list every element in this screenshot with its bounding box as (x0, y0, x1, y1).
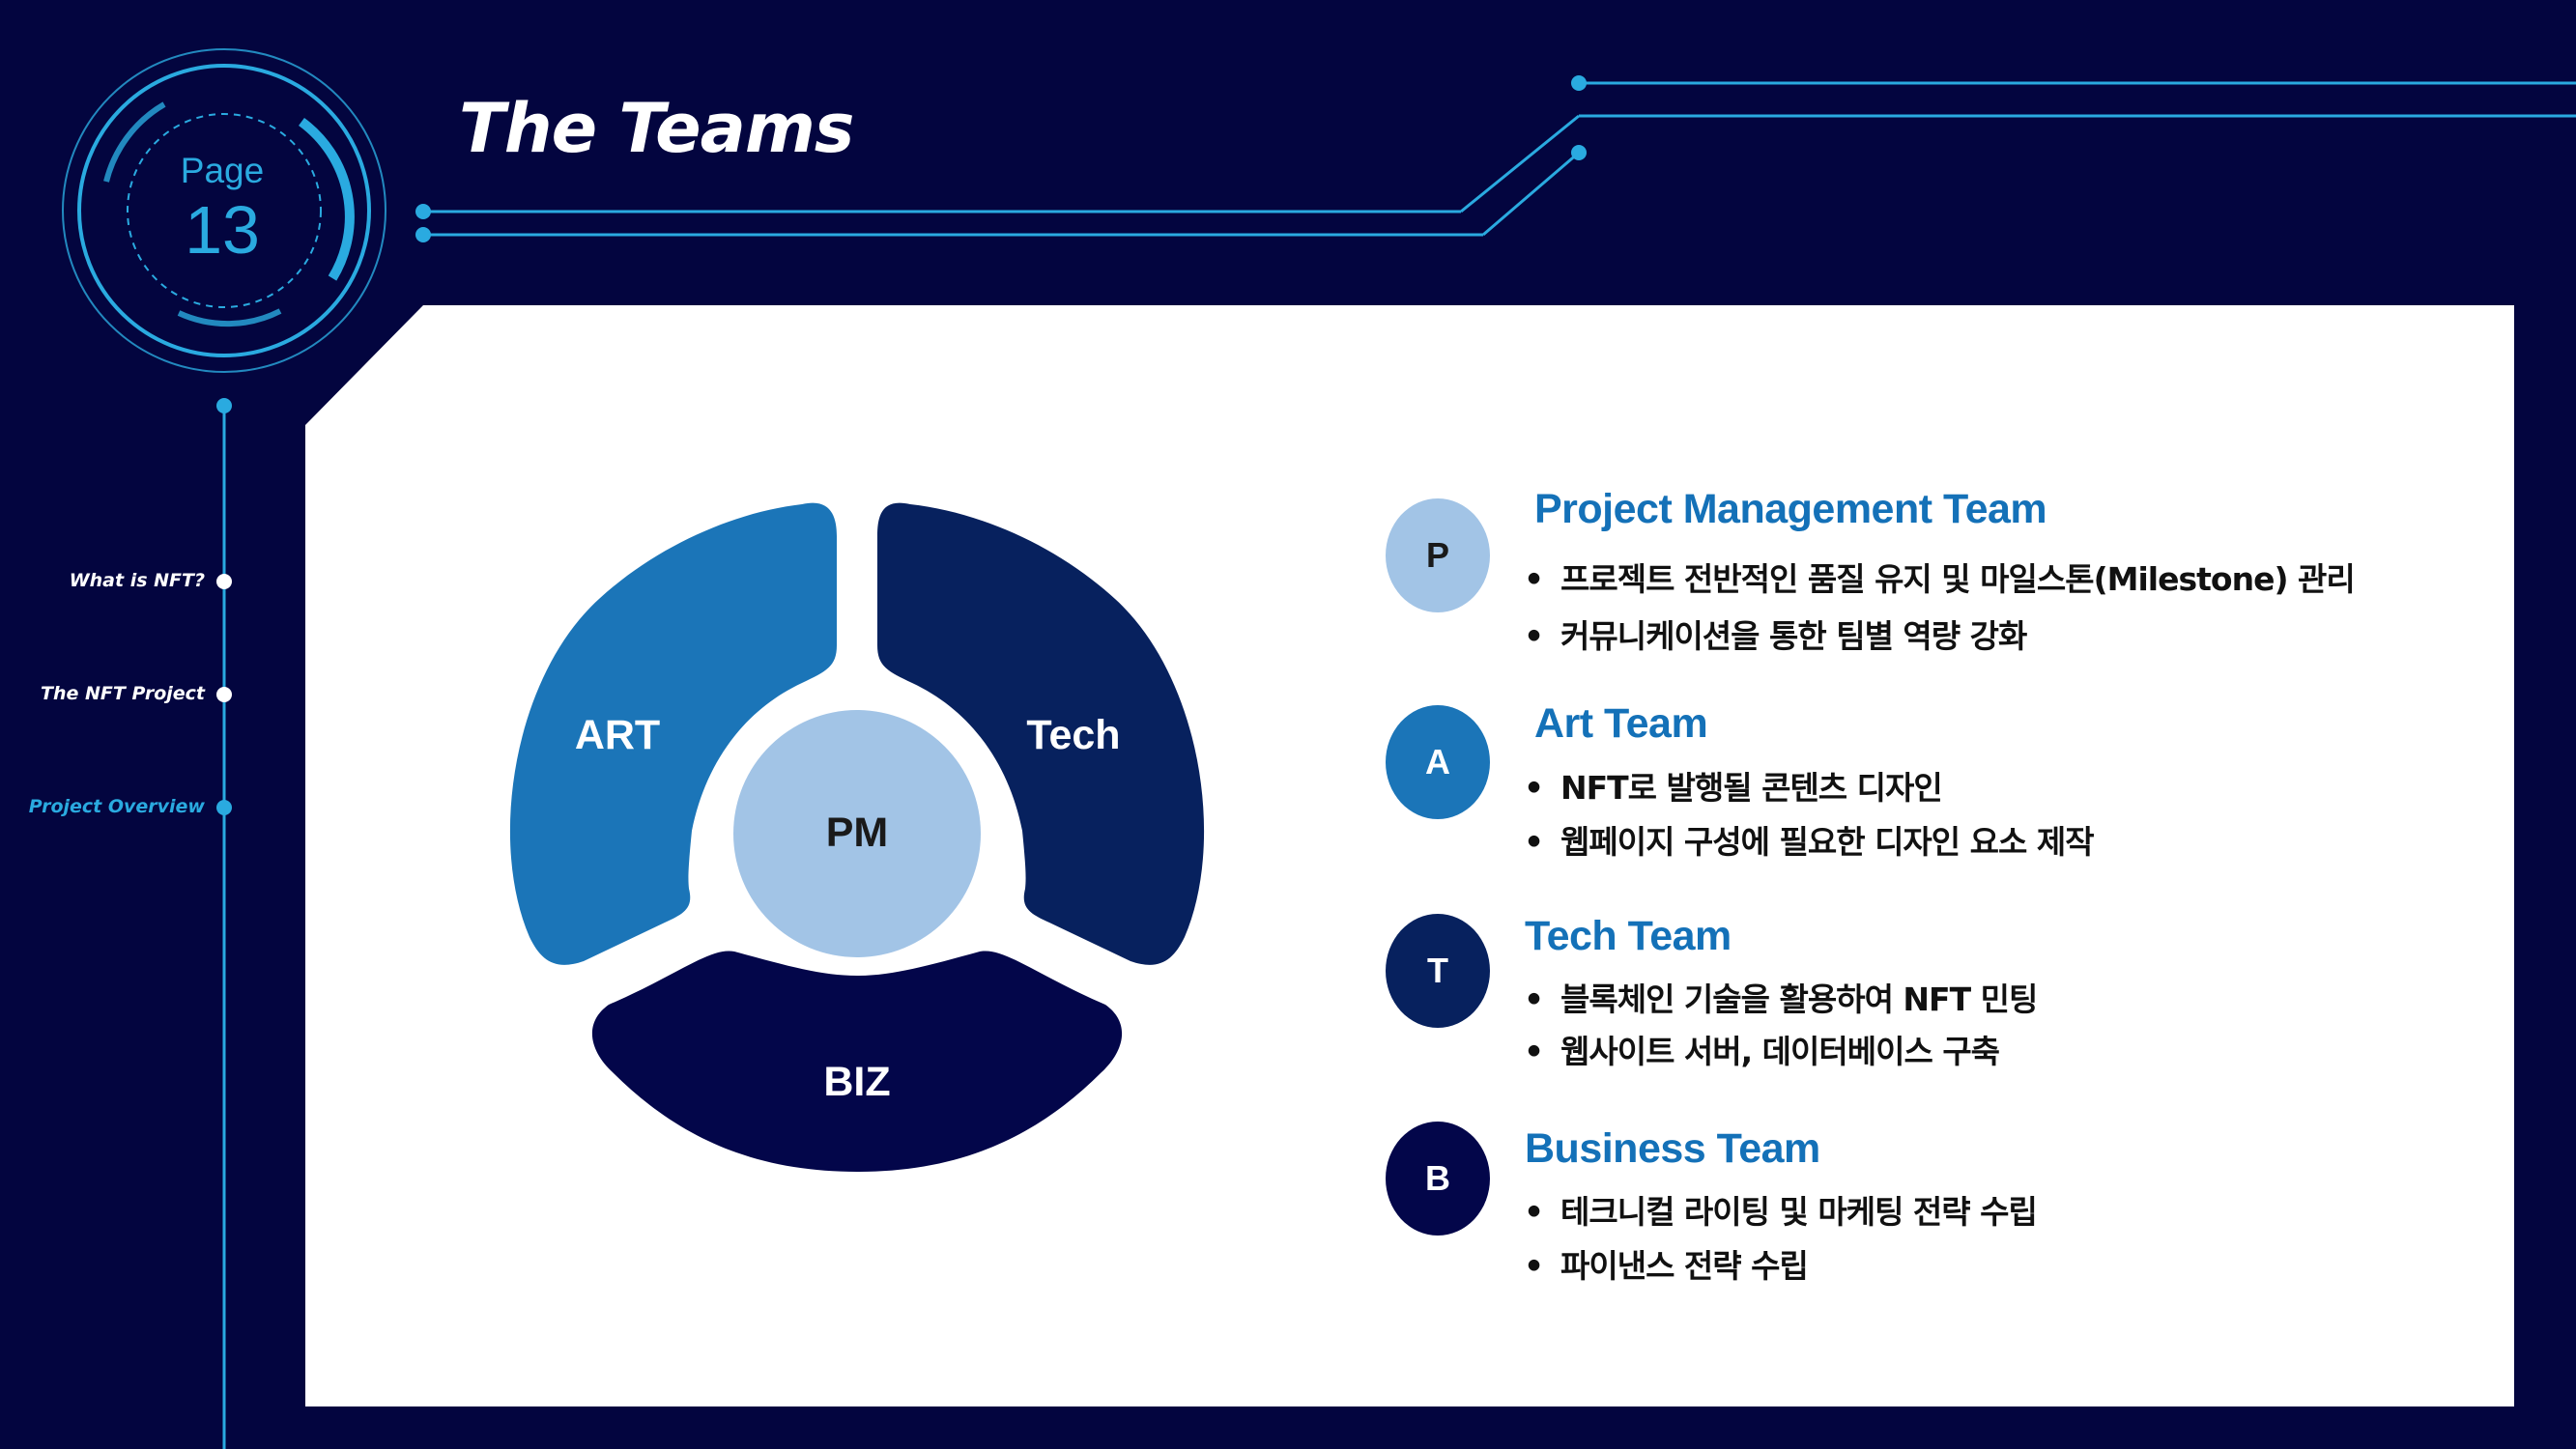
team-tech-bullet: • 웹사이트 서버, 데이터베이스 구축 (1524, 1033, 2000, 1070)
team-business-bullet: • 파이낸스 전략 수립 (1524, 1247, 1809, 1285)
nav-item-what-is-nft[interactable]: What is NFT? (69, 570, 205, 591)
tech-segment-label: Tech (1026, 712, 1121, 758)
page-label: Page (180, 151, 265, 190)
nav-item-project-overview[interactable]: Project Overview (28, 796, 205, 817)
team-a-letter: A (1425, 742, 1450, 781)
page-number: 13 (185, 192, 260, 268)
team-t-circle: T (1386, 914, 1490, 1028)
biz-segment-label: BIZ (823, 1059, 891, 1105)
pm-center-circle (733, 710, 981, 957)
team-art-bullet: • NFT로 발행될 콘텐츠 디자인 (1524, 769, 1943, 807)
team-pm-title: Project Management Team (1534, 486, 2047, 532)
team-pm-bullet: • 프로젝트 전반적인 품질 유지 및 마일스톤(Milestone) 관리 (1524, 560, 2356, 598)
team-art-title: Art Team (1534, 700, 1708, 747)
page-title: The Teams (459, 89, 854, 168)
team-pm-bullet: • 커뮤니케이션을 통한 팀별 역량 강화 (1524, 617, 2027, 655)
team-art-bullet: • 웹페이지 구성에 필요한 디자인 요소 제작 (1524, 823, 2095, 861)
art-segment (509, 502, 837, 965)
team-business-title: Business Team (1525, 1125, 1820, 1172)
team-tech-title: Tech Team (1525, 913, 1732, 959)
team-t-letter: T (1427, 951, 1448, 990)
team-business-bullet: • 테크니컬 라이팅 및 마케팅 전략 수립 (1524, 1193, 2038, 1231)
team-b-letter: B (1425, 1158, 1450, 1198)
team-tech-bullet: • 블록체인 기술을 활용하여 NFT 민팅 (1524, 980, 2038, 1018)
art-segment-label: ART (574, 712, 661, 758)
biz-segment (591, 951, 1123, 1172)
tech-segment (877, 502, 1205, 965)
team-b-circle: B (1386, 1122, 1490, 1236)
team-p-letter: P (1425, 535, 1449, 575)
pm-center-label: PM (825, 810, 889, 856)
team-a-circle: A (1386, 705, 1490, 819)
team-p-circle: P (1386, 498, 1490, 612)
nav-item-the-nft-project[interactable]: The NFT Project (41, 683, 205, 704)
